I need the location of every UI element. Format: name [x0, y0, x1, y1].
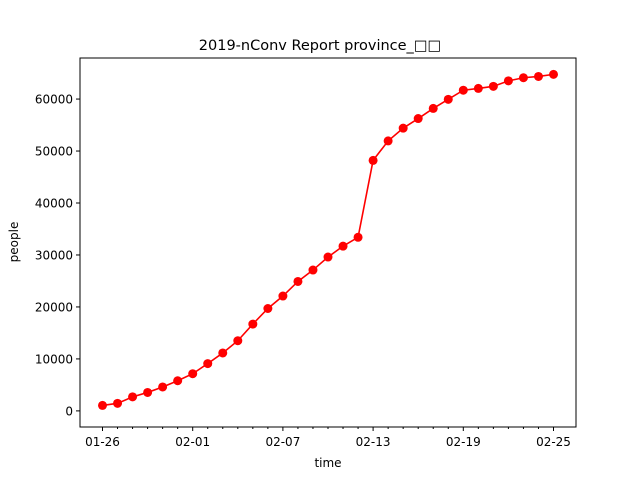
- data-point: [488, 81, 498, 91]
- x-tick-label: 01-26: [85, 435, 120, 449]
- y-tick-label: 50000: [35, 145, 73, 159]
- data-point: [473, 83, 483, 93]
- x-tick-label: 02-25: [536, 435, 571, 449]
- data-point: [533, 71, 543, 81]
- data-point: [293, 276, 303, 286]
- data-point: [278, 291, 288, 301]
- chart-title: 2019-nConv Report province_□□: [199, 38, 441, 54]
- data-point: [128, 392, 138, 402]
- data-point: [413, 114, 423, 124]
- data-point: [98, 400, 107, 410]
- data-point: [158, 382, 168, 392]
- y-axis-label: people: [7, 222, 21, 263]
- x-tick-label: 02-07: [265, 435, 300, 449]
- y-tick-label: 20000: [35, 300, 73, 314]
- data-point: [248, 319, 258, 329]
- data-point: [458, 85, 468, 95]
- y-axis-ticks: 0 10000 20000 30000 40000 50000 60000: [35, 93, 80, 418]
- data-point: [218, 348, 228, 358]
- data-point: [353, 232, 363, 242]
- y-tick-label: 10000: [35, 352, 73, 366]
- x-tick-label: 02-13: [356, 435, 391, 449]
- series-layer: [98, 69, 558, 410]
- data-point: [368, 155, 378, 165]
- plot-frame: [79, 57, 577, 428]
- y-tick-label: 30000: [35, 248, 73, 262]
- data-point: [323, 252, 333, 262]
- data-point: [308, 265, 318, 275]
- data-point: [383, 136, 393, 146]
- data-point: [503, 76, 513, 86]
- x-tick-label: 02-19: [446, 435, 481, 449]
- data-point: [518, 73, 528, 83]
- data-point: [398, 123, 408, 133]
- data-point: [173, 376, 183, 386]
- y-tick-label: 60000: [35, 93, 73, 107]
- x-axis-label: time: [314, 456, 341, 470]
- data-point: [549, 69, 558, 79]
- series-line: [102, 73, 554, 407]
- data-point: [113, 398, 123, 408]
- data-point: [203, 359, 213, 369]
- data-point: [428, 103, 438, 113]
- y-tick-label: 0: [65, 404, 73, 418]
- y-tick-label: 40000: [35, 197, 73, 211]
- data-point: [443, 94, 453, 104]
- data-point: [143, 387, 153, 397]
- x-tick-label: 02-01: [175, 435, 210, 449]
- data-point: [233, 336, 243, 346]
- data-point: [188, 369, 198, 379]
- data-point: [338, 241, 348, 251]
- data-point: [263, 304, 273, 314]
- x-axis-ticks: 01-26 02-01 02-07 02-13 02-19 02-25: [85, 427, 571, 449]
